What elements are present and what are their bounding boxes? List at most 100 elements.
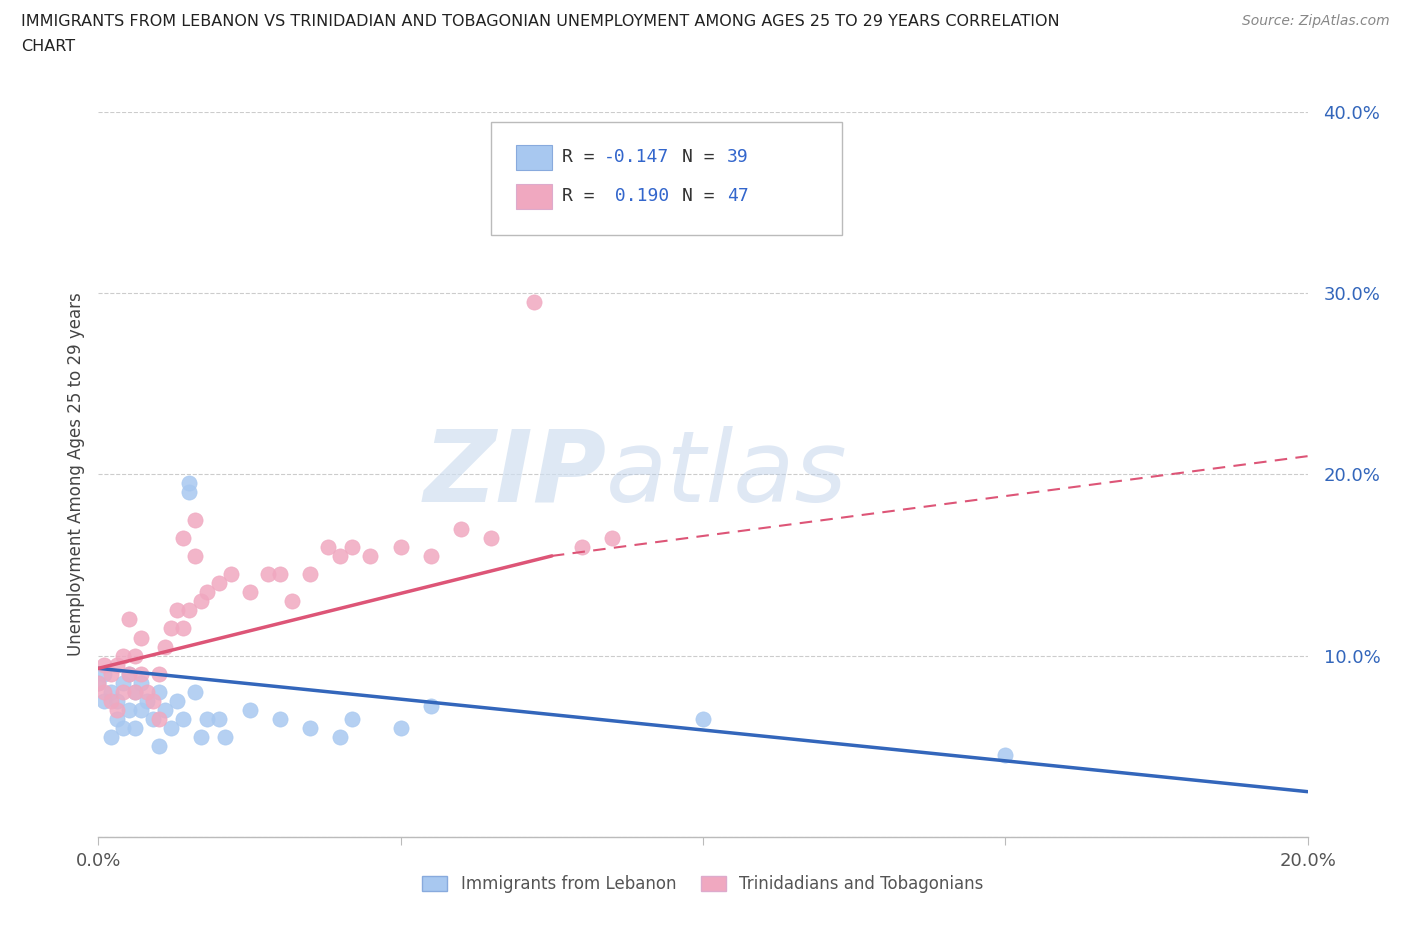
Point xyxy=(281,594,304,609)
Point xyxy=(179,476,201,491)
Point xyxy=(105,694,128,709)
Text: CHART: CHART xyxy=(21,39,75,54)
Legend: Immigrants from Lebanon, Trinidadians and Tobagonians: Immigrants from Lebanon, Trinidadians an… xyxy=(413,867,993,901)
Point xyxy=(100,667,122,682)
Point xyxy=(389,721,412,736)
Point xyxy=(111,721,134,736)
Point xyxy=(93,684,115,699)
Text: 47: 47 xyxy=(727,188,749,206)
Point xyxy=(100,694,122,709)
Point xyxy=(208,576,231,591)
Point xyxy=(221,566,243,581)
Text: 39: 39 xyxy=(727,148,749,166)
Text: ZIP: ZIP xyxy=(423,426,606,523)
Point xyxy=(239,585,262,600)
Point xyxy=(360,549,382,564)
Point xyxy=(124,648,146,663)
Point xyxy=(93,667,115,682)
Point xyxy=(148,667,170,682)
Point xyxy=(118,667,141,682)
Point xyxy=(111,684,134,699)
Point xyxy=(299,566,322,581)
Point xyxy=(135,684,157,699)
Point xyxy=(148,738,170,753)
Point xyxy=(105,658,128,672)
Point xyxy=(129,667,152,682)
Point xyxy=(316,539,339,554)
Point xyxy=(111,648,134,663)
Point xyxy=(172,621,194,636)
Point xyxy=(124,684,146,699)
Point xyxy=(118,612,141,627)
Point xyxy=(329,730,352,745)
Point xyxy=(148,711,170,726)
Point xyxy=(269,566,291,581)
Point xyxy=(523,295,546,310)
Text: IMMIGRANTS FROM LEBANON VS TRINIDADIAN AND TOBAGONIAN UNEMPLOYMENT AMONG AGES 25: IMMIGRANTS FROM LEBANON VS TRINIDADIAN A… xyxy=(21,14,1060,29)
Point xyxy=(111,675,134,690)
Point xyxy=(450,521,472,536)
FancyBboxPatch shape xyxy=(516,184,551,209)
Text: Source: ZipAtlas.com: Source: ZipAtlas.com xyxy=(1241,14,1389,28)
Point xyxy=(342,539,364,554)
Point xyxy=(153,639,176,654)
Point xyxy=(166,694,188,709)
Point xyxy=(329,549,352,564)
Point xyxy=(195,585,218,600)
Point xyxy=(124,684,146,699)
Point xyxy=(184,512,207,527)
Point xyxy=(208,711,231,726)
Point xyxy=(93,658,115,672)
Point xyxy=(269,711,291,726)
Point xyxy=(190,594,212,609)
Point xyxy=(160,721,183,736)
FancyBboxPatch shape xyxy=(516,144,551,170)
Point xyxy=(195,711,218,726)
Point xyxy=(118,667,141,682)
Point xyxy=(420,699,443,714)
Point xyxy=(481,530,503,545)
Point xyxy=(166,603,188,618)
Point xyxy=(135,694,157,709)
Point xyxy=(129,675,152,690)
Point xyxy=(172,530,194,545)
Point xyxy=(994,748,1017,763)
Point xyxy=(100,730,122,745)
Point xyxy=(129,703,152,718)
FancyBboxPatch shape xyxy=(492,123,842,235)
Point xyxy=(256,566,278,581)
Point xyxy=(124,721,146,736)
Point xyxy=(239,703,262,718)
Point xyxy=(100,684,122,699)
Point xyxy=(148,684,170,699)
Point xyxy=(142,711,165,726)
Point xyxy=(129,631,152,645)
Point xyxy=(160,621,183,636)
Point xyxy=(87,675,110,690)
Point xyxy=(571,539,593,554)
Text: atlas: atlas xyxy=(606,426,848,523)
Point xyxy=(142,694,165,709)
Point xyxy=(602,530,624,545)
Point xyxy=(172,711,194,726)
Point xyxy=(389,539,412,554)
Point xyxy=(87,675,110,690)
Point xyxy=(190,730,212,745)
Point xyxy=(299,721,322,736)
Text: N =: N = xyxy=(682,188,725,206)
Text: 0.190: 0.190 xyxy=(603,188,669,206)
Text: R =: R = xyxy=(561,148,605,166)
Text: -0.147: -0.147 xyxy=(603,148,669,166)
Y-axis label: Unemployment Among Ages 25 to 29 years: Unemployment Among Ages 25 to 29 years xyxy=(66,292,84,657)
Point xyxy=(214,730,236,745)
Point xyxy=(420,549,443,564)
Point xyxy=(342,711,364,726)
Text: R =: R = xyxy=(561,188,605,206)
Point xyxy=(184,549,207,564)
Point xyxy=(692,711,714,726)
Point xyxy=(118,703,141,718)
Point xyxy=(184,684,207,699)
Point xyxy=(105,703,128,718)
Point xyxy=(105,711,128,726)
Point xyxy=(93,694,115,709)
